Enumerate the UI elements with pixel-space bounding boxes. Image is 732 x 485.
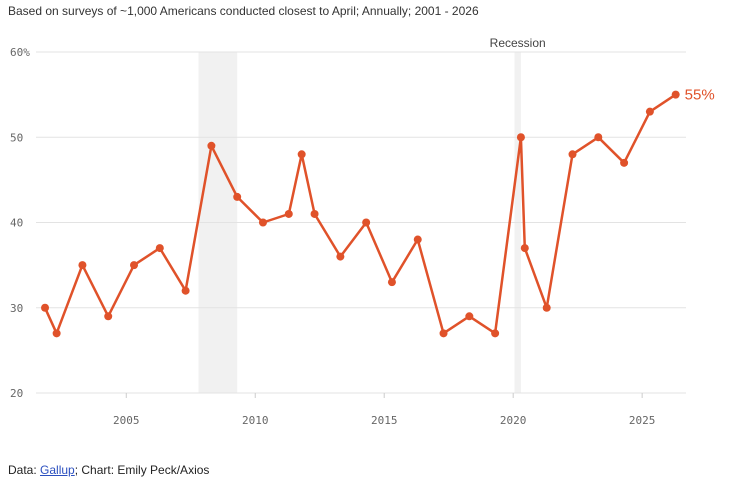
footer-prefix: Data: (8, 463, 41, 477)
data-point (413, 235, 422, 244)
data-point (387, 278, 396, 287)
data-point (568, 150, 577, 159)
data-point (671, 90, 680, 99)
data-point (491, 329, 500, 338)
gridlines (36, 51, 686, 394)
data-point (520, 244, 529, 253)
x-tick-label: 2025 (629, 414, 656, 427)
data-series (43, 93, 677, 335)
data-point (465, 312, 474, 321)
y-tick-label: 20 (10, 387, 23, 400)
data-point (516, 133, 525, 142)
x-tick-label: 2015 (371, 414, 398, 427)
data-point (439, 329, 448, 338)
data-point (258, 218, 267, 227)
y-tick-label: 40 (10, 217, 23, 230)
data-point (78, 261, 87, 270)
x-tick-label: 2010 (242, 414, 269, 427)
chart-subtitle: Based on surveys of ~1,000 Americans con… (8, 4, 479, 18)
footer-suffix: ; Chart: Emily Peck/Axios (74, 463, 210, 477)
y-tick-label: 30 (10, 302, 23, 315)
data-point (181, 286, 190, 295)
data-point (336, 252, 345, 261)
data-point (207, 141, 216, 150)
data-point (620, 158, 629, 167)
source-link[interactable]: Gallup (40, 463, 75, 477)
y-axis-ticks: 20 30 40 50 60% (10, 46, 30, 400)
data-point (297, 150, 306, 159)
data-points (41, 90, 680, 338)
data-point (52, 329, 61, 338)
data-point (284, 209, 293, 218)
x-axis-ticks: 2005 2010 2015 2020 2025 (113, 393, 655, 427)
y-tick-label: 60% (10, 46, 30, 59)
data-point (542, 303, 551, 312)
end-value-label: 55% (685, 87, 715, 104)
data-point (41, 303, 50, 312)
y-tick-label: 50 (10, 131, 23, 144)
series-line (43, 93, 677, 335)
data-point (310, 209, 319, 218)
x-tick-label: 2020 (500, 414, 527, 427)
data-point (104, 312, 113, 321)
data-point (233, 192, 242, 201)
data-point (362, 218, 371, 227)
recession-label: Recession (490, 36, 546, 50)
data-point (130, 261, 139, 270)
footer: Data: Gallup; Chart: Emily Peck/Axios (8, 463, 209, 477)
x-tick-label: 2005 (113, 414, 140, 427)
data-point (594, 133, 603, 142)
data-point (645, 107, 654, 116)
data-point (155, 244, 164, 253)
